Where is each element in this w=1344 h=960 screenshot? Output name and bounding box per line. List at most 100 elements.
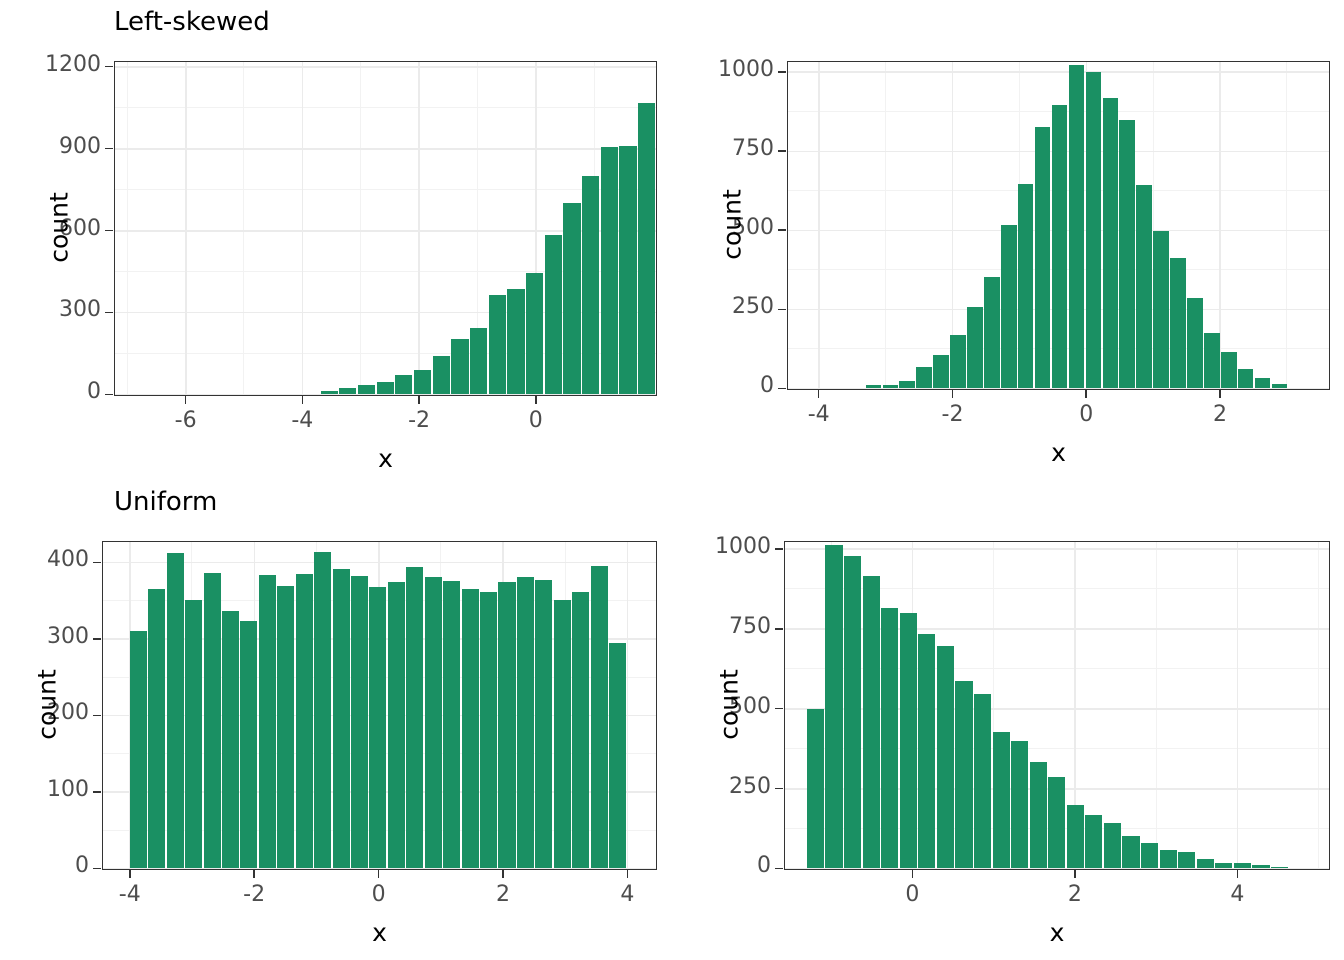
y-tick-mark [775, 787, 783, 790]
gridline-major-vertical [818, 62, 820, 389]
gridline-minor-vertical [126, 62, 128, 395]
gridline-minor-vertical [1155, 542, 1157, 869]
histogram-bar [1102, 98, 1119, 388]
x-tick-label: 2 [495, 882, 510, 907]
x-tick-label: -2 [941, 402, 964, 427]
y-tick-label: 300 [47, 623, 89, 649]
histogram-bar [339, 388, 357, 394]
histogram-bar [432, 355, 450, 394]
gridline-major-vertical [301, 62, 304, 395]
x-tick-mark [911, 870, 914, 878]
histogram-bar [480, 592, 498, 868]
facet-left-skewed: Left-skewed 0 300 600 900 1200 -6 -4 -2 0 count… [0, 0, 672, 480]
histogram-bar [1237, 368, 1254, 388]
y-tick-mark [778, 150, 786, 152]
plot-panel-bell-shaped [787, 61, 1330, 390]
histogram-bar [984, 277, 1000, 388]
y-tick-mark [778, 387, 786, 390]
y-tick-mark [105, 311, 113, 314]
histogram-bar [148, 589, 166, 868]
x-tick-mark [253, 870, 255, 878]
gridline-major-vertical [1074, 542, 1076, 869]
histogram-bar [918, 633, 936, 868]
histogram-bar [1170, 258, 1186, 388]
histogram-bar [1029, 762, 1047, 868]
panel-title-uniform: Uniform [114, 487, 218, 517]
histogram-bar [314, 551, 332, 868]
x-tick-label: 2 [1067, 882, 1082, 907]
gridline-major-horizontal [785, 548, 1329, 550]
gridline-major-horizontal [115, 229, 656, 232]
y-tick-label: 250 [732, 294, 774, 320]
x-tick-label: -2 [408, 408, 431, 433]
histogram-bar [899, 612, 917, 868]
histogram-bar [1271, 866, 1289, 868]
y-tick-label: 1200 [45, 51, 101, 77]
plot-panel-right-skewed [784, 541, 1330, 870]
y-tick-mark [93, 867, 101, 870]
x-tick-label: 0 [905, 882, 920, 907]
histogram-bar [563, 202, 581, 394]
y-tick-label: 400 [47, 547, 89, 573]
y-axis-title-left-skewed: count [44, 191, 74, 263]
x-tick-mark [817, 390, 820, 398]
x-axis-title-bell-shaped: x [1051, 438, 1066, 467]
histogram-bar [1136, 184, 1152, 388]
histogram-bar [553, 600, 571, 868]
gridline-minor-vertical [243, 62, 245, 395]
x-tick-mark [377, 870, 380, 878]
y-tick-label: 100 [47, 776, 89, 802]
gridline-minor-vertical [1152, 62, 1154, 389]
histogram-bar [443, 581, 461, 868]
histogram-bar [544, 235, 562, 394]
histogram-bar [376, 382, 394, 394]
y-tick-mark [105, 229, 113, 232]
histogram-bar [507, 288, 525, 394]
gridline-major-vertical [185, 62, 187, 395]
panel-title-left-skewed: Left-skewed [114, 7, 270, 37]
histogram-bar [1122, 836, 1140, 868]
gridline-major-horizontal [785, 628, 1329, 630]
histogram-bar [351, 575, 369, 868]
y-tick-label: 0 [87, 379, 101, 405]
histogram-bar [1215, 863, 1233, 868]
histogram-bar [1221, 352, 1237, 388]
gridline-minor-vertical [1286, 62, 1288, 389]
x-axis-title-right-skewed: x [1049, 918, 1065, 947]
histogram-bar [600, 146, 618, 394]
x-tick-label: 0 [371, 882, 386, 907]
x-tick-mark [502, 870, 504, 878]
histogram-bar [406, 567, 424, 868]
histogram-bar [1011, 740, 1029, 868]
y-axis-title-uniform: count [32, 668, 62, 740]
histogram-bar [1233, 863, 1252, 868]
y-tick-label: 750 [729, 613, 771, 639]
x-tick-mark [1219, 390, 1221, 398]
histogram-bar [1017, 183, 1034, 388]
gridline-minor-vertical [360, 62, 362, 395]
histogram-bar [1271, 384, 1288, 388]
histogram-bar [1196, 859, 1214, 868]
y-tick-label: 0 [757, 853, 771, 879]
x-tick-label: 0 [1079, 402, 1094, 427]
y-tick-label: 1000 [718, 57, 774, 83]
histogram-bar [240, 620, 258, 868]
y-tick-mark [778, 229, 786, 232]
gridline-major-horizontal [115, 66, 656, 68]
y-axis-title-right-skewed: count [714, 668, 744, 740]
gridline-minor-horizontal [115, 352, 656, 354]
histogram-bar [1103, 823, 1122, 868]
y-axis-title-bell-shaped: count [717, 188, 747, 260]
x-tick-mark [184, 396, 187, 404]
histogram-bar [882, 384, 899, 388]
gridline-major-horizontal [788, 387, 1329, 389]
y-tick-label: 500 [729, 693, 771, 719]
y-tick-mark [93, 561, 101, 564]
x-tick-label: -4 [291, 408, 314, 433]
x-tick-mark [534, 396, 537, 404]
gridline-minor-horizontal [115, 107, 656, 109]
y-tick-label: 250 [729, 773, 771, 799]
histogram-bar [387, 581, 405, 868]
gridline-minor-vertical [476, 62, 478, 395]
